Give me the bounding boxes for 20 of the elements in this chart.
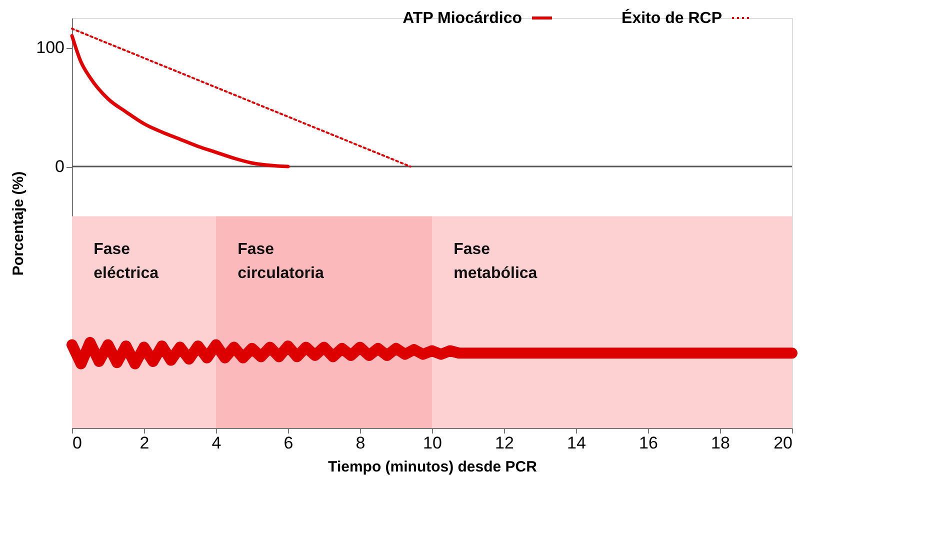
y-axis-title: Porcentaje (%) — [10, 171, 28, 276]
x-tick-label: 4 — [212, 434, 222, 452]
band-label: Fase circulatoria — [238, 241, 324, 282]
y-tick-label: 100 — [36, 38, 64, 58]
x-tick-label: 10 — [423, 434, 442, 452]
x-tick-label: 6 — [284, 434, 294, 452]
x-tick-label: 8 — [356, 434, 366, 452]
band-label: Fase metabólica — [454, 241, 538, 282]
x-tick-label: 18 — [711, 434, 730, 452]
x-tick-label: 20 — [774, 434, 792, 452]
x-tick-label: 12 — [495, 434, 514, 452]
x-tick-label: 0 — [72, 434, 82, 452]
band-label: Fase eléctrica — [94, 241, 159, 282]
x-tick-label: 16 — [639, 434, 658, 452]
x-tick-label: 2 — [140, 434, 150, 452]
x-tick-label: 14 — [567, 434, 586, 452]
x-axis-title: Tiempo (minutos) desde PCR — [328, 458, 538, 476]
legend-label: Éxito de RCP — [622, 8, 722, 27]
line-series — [70, 34, 290, 168]
legend-label: ATP Miocárdico — [402, 10, 522, 27]
